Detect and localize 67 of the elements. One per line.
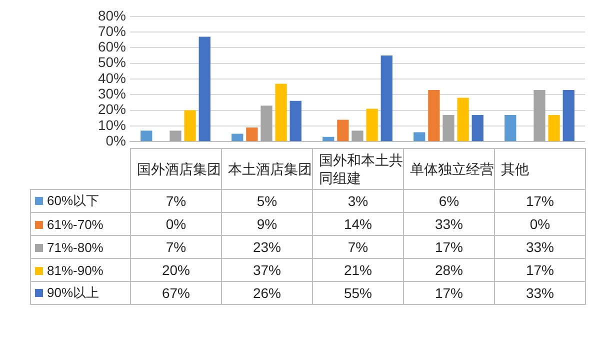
data-label: 7% <box>130 236 222 258</box>
data-label: 14% <box>312 212 404 236</box>
data-label: 33% <box>494 282 586 304</box>
bar <box>428 90 440 142</box>
legend-label: 60%以下 <box>30 190 130 212</box>
legend-label: 61%-70% <box>30 212 130 236</box>
data-label: 17% <box>404 282 494 304</box>
data-label: 33% <box>404 212 494 236</box>
y-tick-label: 50% <box>98 54 126 70</box>
data-label: 55% <box>312 282 404 304</box>
data-label: 26% <box>222 282 312 304</box>
y-tick-label: 10% <box>98 116 126 133</box>
bar <box>380 56 392 142</box>
data-label: 37% <box>222 258 312 282</box>
bar <box>198 36 210 142</box>
bar <box>414 132 426 142</box>
data-label: 20% <box>130 258 222 282</box>
data-label: 5% <box>222 190 312 212</box>
bar <box>457 98 469 142</box>
bar <box>442 114 454 142</box>
y-tick-label: 20% <box>98 101 126 118</box>
data-label: 9% <box>222 212 312 236</box>
data-label: 33% <box>494 236 586 258</box>
bar <box>504 114 516 142</box>
x-tick-label: 其他 <box>494 148 586 190</box>
bar <box>260 106 272 142</box>
bar <box>232 134 244 142</box>
x-tick-label: 本土酒店集团 <box>222 148 312 190</box>
data-label: 28% <box>404 258 494 282</box>
bar <box>472 114 484 142</box>
bar <box>562 90 574 142</box>
y-tick-label: 70% <box>98 22 126 39</box>
y-tick-label: 40% <box>98 70 126 86</box>
legend-label: 81%-90% <box>30 258 130 282</box>
bar <box>170 130 182 142</box>
y-tick-label: 0% <box>106 132 126 148</box>
data-label: 7% <box>130 190 222 212</box>
data-label: 67% <box>130 282 222 304</box>
bar <box>184 110 196 142</box>
data-label: 7% <box>312 236 404 258</box>
bar <box>275 84 287 142</box>
data-label: 21% <box>312 258 404 282</box>
y-tick-label: 80% <box>98 7 126 24</box>
data-label: 6% <box>404 190 494 212</box>
bar <box>352 130 364 142</box>
data-label: 17% <box>494 258 586 282</box>
y-tick-label: 30% <box>98 86 126 102</box>
bar <box>337 120 349 142</box>
x-tick-label: 单体独立经营 <box>404 148 494 190</box>
data-label: 0% <box>130 212 222 236</box>
x-tick-label: 国外和本土共同组建 <box>312 148 404 190</box>
legend-label: 90%以上 <box>30 282 130 304</box>
bar <box>290 100 302 142</box>
data-label: 17% <box>494 190 586 212</box>
y-tick-label: 60% <box>98 38 126 55</box>
data-label: 3% <box>312 190 404 212</box>
bar <box>246 128 258 142</box>
data-label: 17% <box>404 236 494 258</box>
bar <box>366 108 378 142</box>
data-label: 23% <box>222 236 312 258</box>
bar <box>534 90 546 142</box>
data-label: 0% <box>494 212 586 236</box>
bar <box>548 114 560 142</box>
bar <box>140 130 152 142</box>
x-tick-label: 国外酒店集团 <box>130 148 222 190</box>
legend-label: 71%-80% <box>30 236 130 258</box>
bar <box>322 136 334 142</box>
